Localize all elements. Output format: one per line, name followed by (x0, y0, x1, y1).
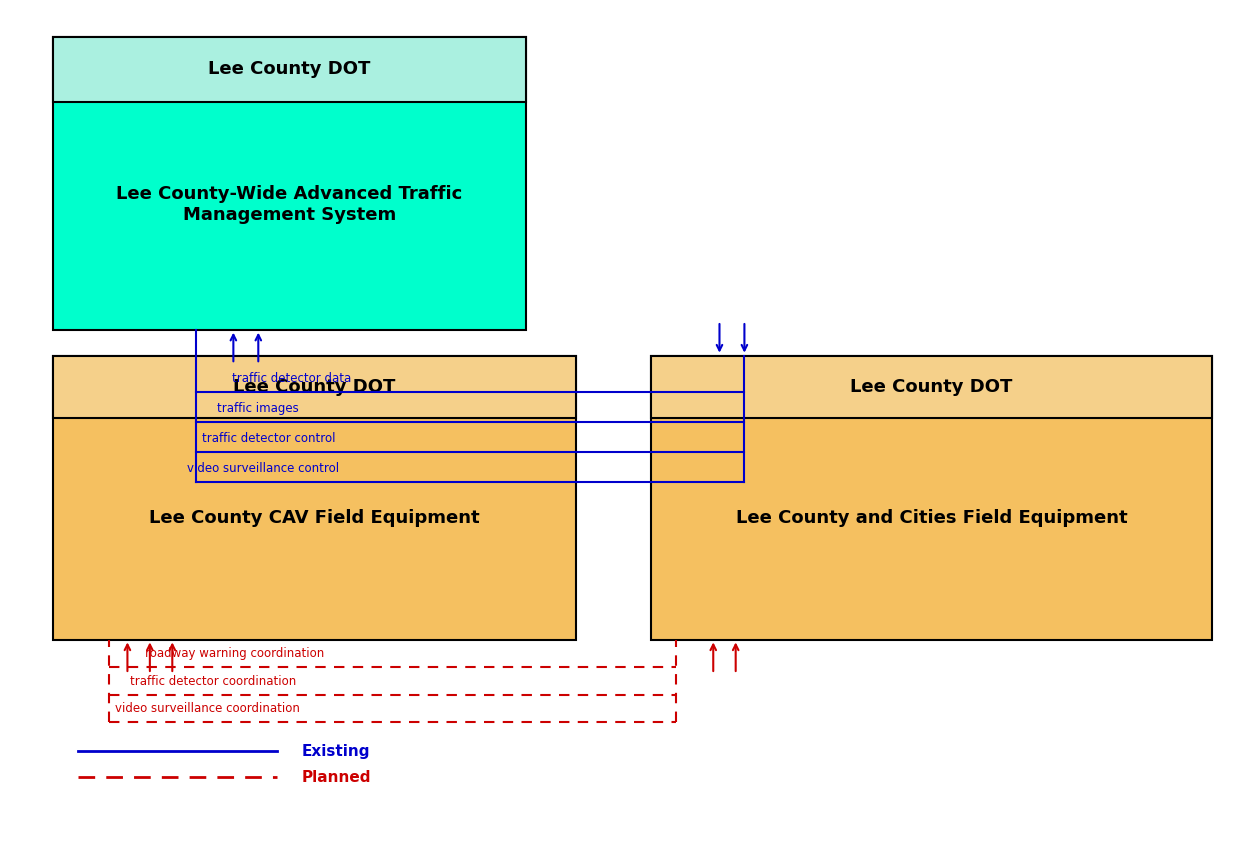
Text: Lee County DOT: Lee County DOT (208, 61, 371, 79)
Text: Lee County-Wide Advanced Traffic
Management System: Lee County-Wide Advanced Traffic Managem… (116, 184, 462, 223)
FancyBboxPatch shape (651, 356, 1212, 418)
FancyBboxPatch shape (651, 356, 1212, 639)
FancyBboxPatch shape (53, 37, 526, 330)
Text: Existing: Existing (302, 744, 371, 759)
Text: Lee County and Cities Field Equipment: Lee County and Cities Field Equipment (736, 508, 1127, 527)
Text: traffic images: traffic images (217, 402, 299, 415)
Text: roadway warning coordination: roadway warning coordination (145, 647, 324, 660)
FancyBboxPatch shape (53, 356, 576, 418)
Text: video surveillance control: video surveillance control (188, 462, 339, 475)
Text: traffic detector data: traffic detector data (232, 372, 352, 385)
FancyBboxPatch shape (53, 356, 576, 639)
Text: traffic detector coordination: traffic detector coordination (130, 675, 297, 688)
Text: Lee County DOT: Lee County DOT (850, 378, 1013, 396)
Text: Lee County DOT: Lee County DOT (233, 378, 396, 396)
FancyBboxPatch shape (53, 37, 526, 101)
Text: video surveillance coordination: video surveillance coordination (115, 702, 299, 715)
Text: Planned: Planned (302, 770, 372, 785)
Text: Lee County CAV Field Equipment: Lee County CAV Field Equipment (149, 508, 480, 527)
Text: traffic detector control: traffic detector control (203, 432, 336, 445)
